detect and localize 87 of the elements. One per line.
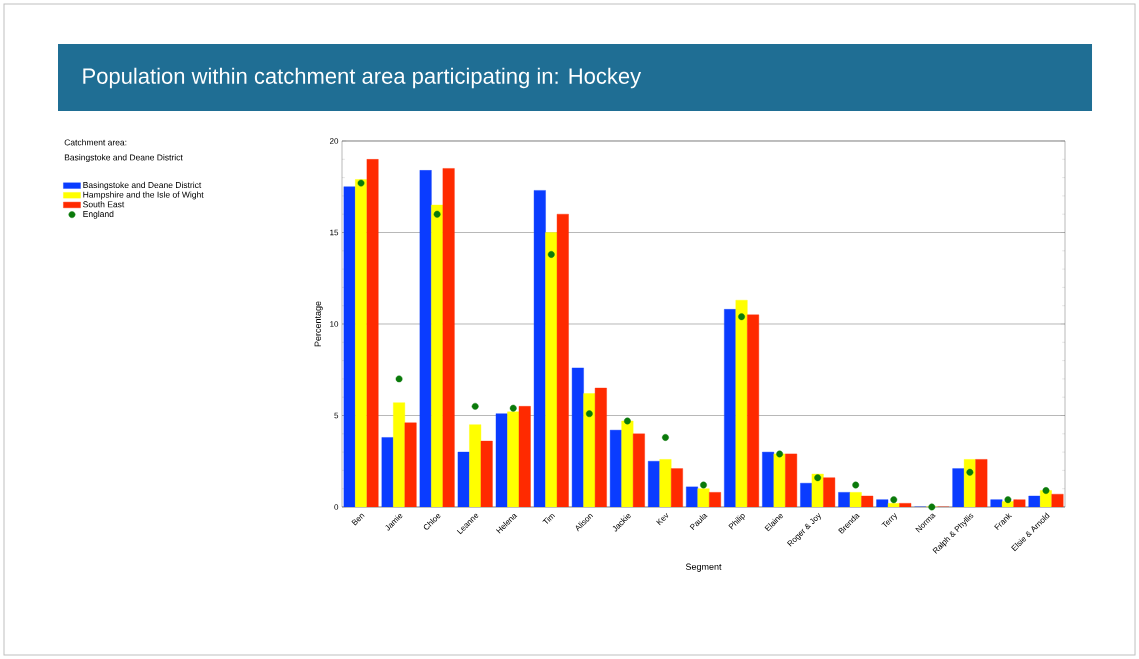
legend-title: Catchment area: <box>64 139 127 146</box>
x-tick-label: Tim <box>542 513 556 524</box>
bar <box>404 422 417 507</box>
bar <box>355 179 367 507</box>
bar <box>747 314 760 507</box>
bar <box>709 492 721 507</box>
y-tick-label: 0 <box>334 504 339 510</box>
point <box>357 179 365 187</box>
bar <box>609 429 622 507</box>
bar <box>659 459 672 507</box>
legend-label: South East <box>83 201 125 208</box>
bar <box>785 453 798 507</box>
bar <box>533 190 546 507</box>
bar <box>1051 493 1064 507</box>
point <box>776 450 784 458</box>
bar <box>990 499 1003 507</box>
bar <box>762 451 775 507</box>
bar <box>431 204 444 507</box>
point <box>966 468 974 476</box>
y-tick-label: 10 <box>330 321 339 327</box>
y-tick-label: 20 <box>329 138 339 144</box>
bar <box>876 499 889 507</box>
bar <box>963 459 976 507</box>
point <box>814 474 822 482</box>
point <box>471 402 479 410</box>
bar <box>442 168 455 507</box>
text: Basingstoke and Deane District <box>64 154 183 163</box>
bar <box>823 477 836 507</box>
x-tick-label: Kev <box>656 512 669 526</box>
point <box>738 313 745 321</box>
bar <box>545 232 558 507</box>
bar <box>518 406 531 507</box>
point <box>700 481 707 489</box>
point <box>662 434 669 441</box>
bar <box>671 468 683 507</box>
legend-label: Basingstoke and Deane District <box>83 181 202 190</box>
point <box>547 251 555 258</box>
bar <box>697 488 710 507</box>
bar <box>838 492 851 507</box>
point <box>1042 487 1050 494</box>
bar <box>469 424 482 507</box>
bar <box>861 495 874 507</box>
chart-title: Population within catchment area participating in: Hockey <box>83 67 642 89</box>
bar <box>583 393 596 507</box>
bar <box>1013 499 1026 507</box>
point <box>1004 496 1012 504</box>
y-tick-label: 15 <box>330 229 339 236</box>
point <box>433 210 441 218</box>
bar <box>571 367 584 507</box>
legend-label: Hampshire and the Isle of Wight <box>83 191 204 200</box>
bar <box>480 440 493 507</box>
bar <box>952 468 965 507</box>
bar <box>556 214 569 507</box>
bar <box>419 170 432 507</box>
bar <box>975 459 988 507</box>
y-tick-label: 5 <box>334 412 339 419</box>
bar <box>632 433 645 507</box>
bar <box>1028 495 1041 507</box>
bar <box>366 159 379 507</box>
bar <box>773 453 786 507</box>
bar <box>724 309 737 507</box>
bar <box>800 483 813 507</box>
bar <box>457 451 470 507</box>
bar <box>686 486 698 507</box>
point <box>852 481 860 489</box>
bar <box>507 411 520 507</box>
bar <box>648 461 660 507</box>
bar <box>393 402 406 507</box>
bar <box>887 503 900 507</box>
point <box>624 417 631 425</box>
bar <box>899 503 912 507</box>
point <box>509 404 517 412</box>
bar <box>594 387 607 507</box>
y-axis-title: Percentage <box>314 301 323 347</box>
point <box>585 410 593 418</box>
point <box>395 375 403 383</box>
bar <box>849 492 862 507</box>
bar <box>735 300 748 507</box>
legend-label: England <box>83 210 114 219</box>
point <box>928 503 936 511</box>
x-tick-label: Ben <box>351 513 365 526</box>
bar <box>381 437 394 507</box>
x-axis-title: Segment <box>685 563 722 572</box>
bar <box>343 186 356 507</box>
bar <box>495 413 508 507</box>
bar <box>621 420 634 507</box>
point <box>890 496 898 504</box>
